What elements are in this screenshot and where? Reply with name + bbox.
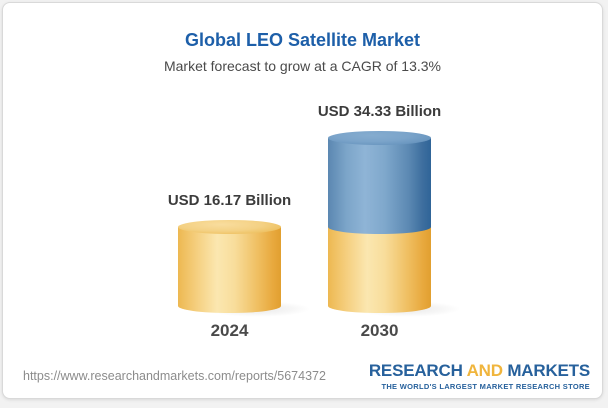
- logo-word-and: AND: [466, 361, 503, 380]
- chart-subtitle: Market forecast to grow at a CAGR of 13.…: [163, 58, 441, 74]
- cylinder-top-cap-2030: [328, 130, 431, 145]
- report-url: https://www.researchandmarkets.com/repor…: [23, 369, 326, 383]
- bar-value-label-2030: USD 34.33 Billion: [317, 102, 442, 120]
- x-axis-label-2024: 2024: [210, 321, 249, 340]
- cylinder-segment-market-size-2024: [178, 226, 281, 313]
- logo-tagline: THE WORLD'S LARGEST MARKET RESEARCH STOR…: [381, 381, 590, 391]
- researchandmarkets-logo: RESEARCH AND MARKETS THE WORLD'S LARGEST…: [369, 361, 590, 391]
- chart-title: Global LEO Satellite Market: [184, 30, 421, 50]
- chart-area: USD 16.17 Billion 2024 USD 34.33 Billion…: [3, 3, 602, 398]
- bar-value-label-2024: USD 16.17 Billion: [167, 191, 292, 209]
- cylinder-segment-base-2024-level: [328, 226, 431, 313]
- cylinder-top-cap-2024: [178, 219, 281, 234]
- logo-word-markets: MARKETS: [507, 361, 590, 380]
- logo-word-research: RESEARCH: [368, 361, 463, 380]
- cylinder-2024: [178, 3, 281, 343]
- cylinder-segment-growth-2024-to-2030: [328, 137, 431, 234]
- x-axis-label-2030: 2030: [360, 321, 399, 340]
- report-card: Global LEO Satellite Market Market forec…: [2, 2, 603, 399]
- cylinder-2030: [328, 3, 431, 343]
- logo-wordmark: RESEARCH AND MARKETS: [369, 361, 590, 381]
